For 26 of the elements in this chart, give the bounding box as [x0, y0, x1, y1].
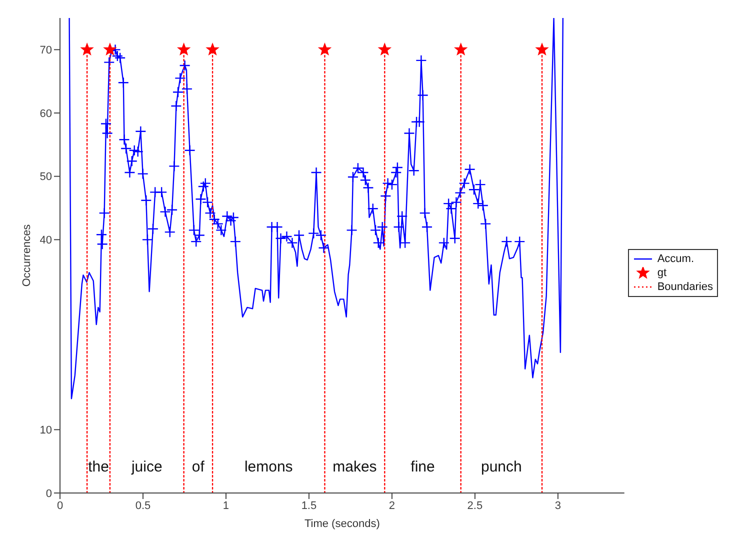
x-tick-label: 1.5: [301, 500, 317, 512]
legend-label: gt: [657, 266, 667, 280]
x-tick-label: 1: [222, 500, 230, 512]
y-tick-label: 40: [40, 234, 52, 247]
annotation: juice: [130, 458, 162, 476]
y-tick-label: 70: [40, 44, 52, 57]
x-tick-label: 0.5: [135, 500, 151, 512]
annotation: the: [88, 458, 109, 476]
x-tick-label: 2: [388, 500, 396, 512]
y-tick-label: 50: [40, 171, 52, 184]
x-tick-label: 0: [56, 500, 64, 512]
annotation: makes: [332, 458, 377, 476]
y-tick-label: 10: [40, 424, 52, 437]
annotation: punch: [480, 458, 522, 476]
annotation: of: [192, 458, 206, 476]
x-tick-label: 3: [554, 500, 562, 512]
legend-label: Boundaries: [657, 280, 713, 294]
line-series: [68, 18, 564, 400]
y-tick-label: 0: [46, 488, 52, 500]
y-axis-title: Occurrences: [20, 224, 33, 287]
y-tick-label: 60: [40, 108, 52, 120]
annotation: lemons: [244, 458, 293, 476]
x-axis-title: Time (seconds): [304, 518, 380, 530]
legend-label: Accum.: [657, 252, 694, 266]
annotation: fine: [410, 458, 435, 476]
x-tick-label: 2.5: [467, 500, 483, 512]
